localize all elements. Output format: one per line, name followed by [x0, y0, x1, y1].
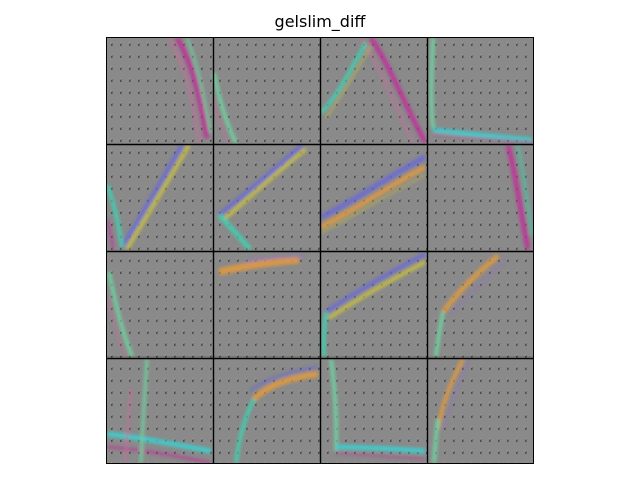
tile-13 — [107, 358, 212, 463]
grid-lines — [107, 38, 533, 463]
tile-15 — [329, 358, 426, 460]
tile-background-2 — [213, 38, 320, 145]
tile-3 — [319, 38, 428, 144]
tile-background-4 — [426, 38, 533, 145]
tile-9 — [107, 271, 134, 357]
tile-1 — [167, 38, 213, 143]
tile-11 — [321, 252, 426, 357]
tile-12 — [434, 254, 509, 357]
grid-canvas — [107, 38, 533, 463]
tile-6 — [217, 143, 308, 251]
tile-background-16 — [426, 356, 533, 463]
tile-5 — [107, 144, 191, 251]
tile-7 — [319, 154, 427, 234]
tile-background-8 — [426, 144, 533, 251]
tile-10 — [218, 254, 307, 276]
figure-title: gelslim_diff — [274, 12, 366, 31]
tile-14 — [234, 365, 319, 463]
image-grid — [106, 37, 534, 464]
tile-2 — [212, 72, 238, 144]
tile-8 — [505, 144, 533, 250]
tile-background-6 — [213, 144, 320, 251]
tile-4 — [429, 38, 533, 143]
tile-background-13 — [107, 356, 214, 463]
tile-background-9 — [107, 250, 214, 357]
tile-background-12 — [426, 250, 533, 357]
tile-16 — [432, 358, 471, 463]
tile-background-14 — [213, 356, 320, 463]
